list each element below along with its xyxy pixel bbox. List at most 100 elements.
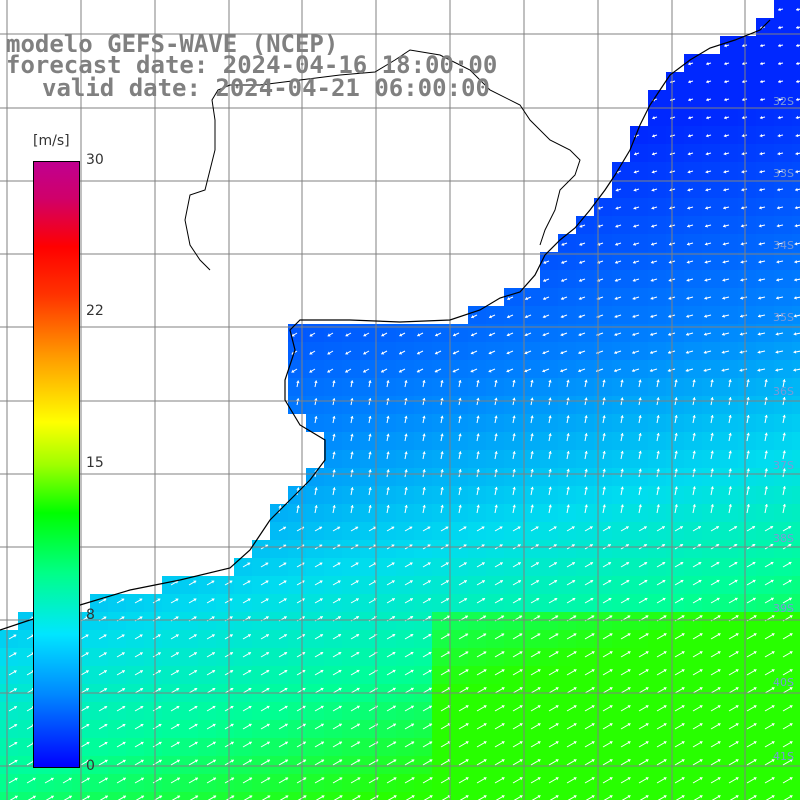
wind-arrow-head bbox=[411, 759, 415, 763]
wind-arrow-head bbox=[512, 433, 516, 437]
wind-arrow-head bbox=[584, 504, 588, 508]
wind-arrow-head bbox=[283, 616, 287, 620]
wind-arrow-head bbox=[356, 687, 360, 691]
wind-arrow-head bbox=[530, 415, 534, 419]
wind-arrow-head bbox=[716, 544, 720, 548]
wind-arrow-head bbox=[284, 741, 288, 745]
wind-arrow-head bbox=[645, 615, 649, 619]
ocean-cell bbox=[792, 90, 800, 108]
ocean-cell bbox=[792, 666, 800, 684]
wind-arrow-head bbox=[656, 433, 660, 436]
wind-arrow-head bbox=[422, 433, 426, 437]
wind-arrow-head bbox=[560, 332, 564, 337]
wind-arrow-head bbox=[435, 333, 439, 337]
ocean-cell bbox=[792, 486, 800, 504]
ocean-cell bbox=[792, 198, 800, 216]
country-border bbox=[184, 49, 581, 271]
wind-arrow-head bbox=[355, 616, 359, 620]
wind-arrow-head bbox=[627, 633, 631, 637]
wind-arrow-head bbox=[543, 296, 546, 301]
wind-arrow-head bbox=[338, 705, 342, 709]
ocean-cell bbox=[792, 738, 800, 756]
wind-arrow-head bbox=[386, 380, 390, 383]
wind-arrow-head bbox=[296, 505, 300, 508]
wind-arrow-head bbox=[211, 616, 215, 620]
wind-arrow-head bbox=[483, 705, 487, 709]
wind-arrow-head bbox=[319, 580, 323, 584]
wind-arrow-head bbox=[705, 133, 709, 138]
wind-arrow-head bbox=[759, 133, 763, 138]
wind-arrow-head bbox=[411, 741, 415, 745]
wind-arrow-head bbox=[548, 433, 552, 437]
wind-arrow-head bbox=[591, 723, 595, 727]
wind-arrow-head bbox=[548, 468, 552, 472]
wind-arrow-head bbox=[609, 723, 613, 727]
wind-arrow-head bbox=[494, 469, 498, 472]
colorbar-tick-0: 0 bbox=[86, 758, 95, 774]
wind-arrow-head bbox=[758, 242, 762, 246]
wind-arrow-head bbox=[656, 504, 661, 508]
wind-arrow-head bbox=[445, 562, 449, 566]
wind-arrow-head bbox=[104, 777, 108, 781]
wind-arrow-head bbox=[428, 687, 432, 691]
wind-arrow-head bbox=[699, 651, 703, 655]
title-model: modelo GEFS-WAVE (NCEP) bbox=[6, 30, 339, 58]
wind-arrow-head bbox=[230, 705, 234, 709]
wind-arrow-head bbox=[494, 397, 498, 401]
wind-arrow-head bbox=[555, 687, 559, 691]
wind-arrow-head bbox=[793, 332, 797, 336]
wind-arrow-head bbox=[764, 468, 768, 472]
ocean-cell bbox=[234, 792, 252, 800]
wind-arrow-head bbox=[735, 651, 739, 655]
wind-arrow-head bbox=[638, 397, 642, 401]
colorbar-tick-30: 30 bbox=[86, 152, 104, 168]
wind-arrow-head bbox=[465, 723, 469, 727]
wind-arrow-head bbox=[230, 687, 234, 691]
wind-arrow-head bbox=[722, 278, 726, 282]
wind-arrow-head bbox=[759, 206, 762, 210]
wind-arrow-head bbox=[753, 615, 757, 619]
wind-arrow-head bbox=[704, 242, 708, 246]
wind-arrow-head bbox=[608, 597, 612, 601]
wind-arrow-head bbox=[542, 332, 546, 337]
wind-arrow-head bbox=[614, 314, 618, 319]
wind-arrow-head bbox=[302, 723, 306, 727]
wind-arrow-head bbox=[465, 741, 469, 745]
ocean-cell bbox=[792, 468, 800, 486]
wind-arrow-head bbox=[537, 723, 541, 727]
wind-arrow-head bbox=[85, 670, 89, 674]
wind-arrow-head bbox=[795, 133, 799, 138]
wind-arrow-head bbox=[615, 260, 618, 264]
wind-arrow-head bbox=[764, 414, 768, 418]
wind-arrow-head bbox=[320, 651, 324, 656]
ocean-cell bbox=[504, 792, 522, 800]
wind-arrow-head bbox=[303, 795, 307, 799]
wind-arrow-head bbox=[409, 598, 413, 602]
wind-arrow-head bbox=[782, 468, 786, 472]
wind-arrow-head bbox=[356, 634, 360, 638]
wind-arrow-head bbox=[614, 350, 618, 355]
wind-arrow-head bbox=[355, 526, 359, 530]
wind-arrow-head bbox=[681, 759, 685, 763]
wind-arrow-head bbox=[440, 433, 444, 437]
wind-arrow-head bbox=[566, 379, 570, 383]
wind-arrow-head bbox=[320, 723, 324, 727]
wind-arrow-head bbox=[476, 397, 480, 401]
wind-arrow-head bbox=[357, 759, 361, 763]
wind-arrow-head bbox=[632, 296, 636, 300]
wind-arrow-head bbox=[368, 505, 372, 508]
colorbar-tick-8: 8 bbox=[86, 607, 95, 623]
wind-arrow-head bbox=[512, 469, 516, 472]
wind-arrow-head bbox=[483, 777, 487, 781]
wind-arrow-head bbox=[742, 79, 745, 84]
ocean-cell bbox=[792, 594, 800, 612]
wind-arrow-head bbox=[248, 669, 252, 674]
wind-arrow-head bbox=[422, 397, 426, 401]
wind-arrow-head bbox=[157, 616, 161, 620]
wind-arrow-head bbox=[680, 597, 684, 601]
wind-arrow-head bbox=[620, 504, 624, 508]
wind-arrow-head bbox=[265, 634, 269, 638]
wind-arrow-head bbox=[332, 487, 336, 491]
wind-arrow-head bbox=[537, 633, 541, 637]
